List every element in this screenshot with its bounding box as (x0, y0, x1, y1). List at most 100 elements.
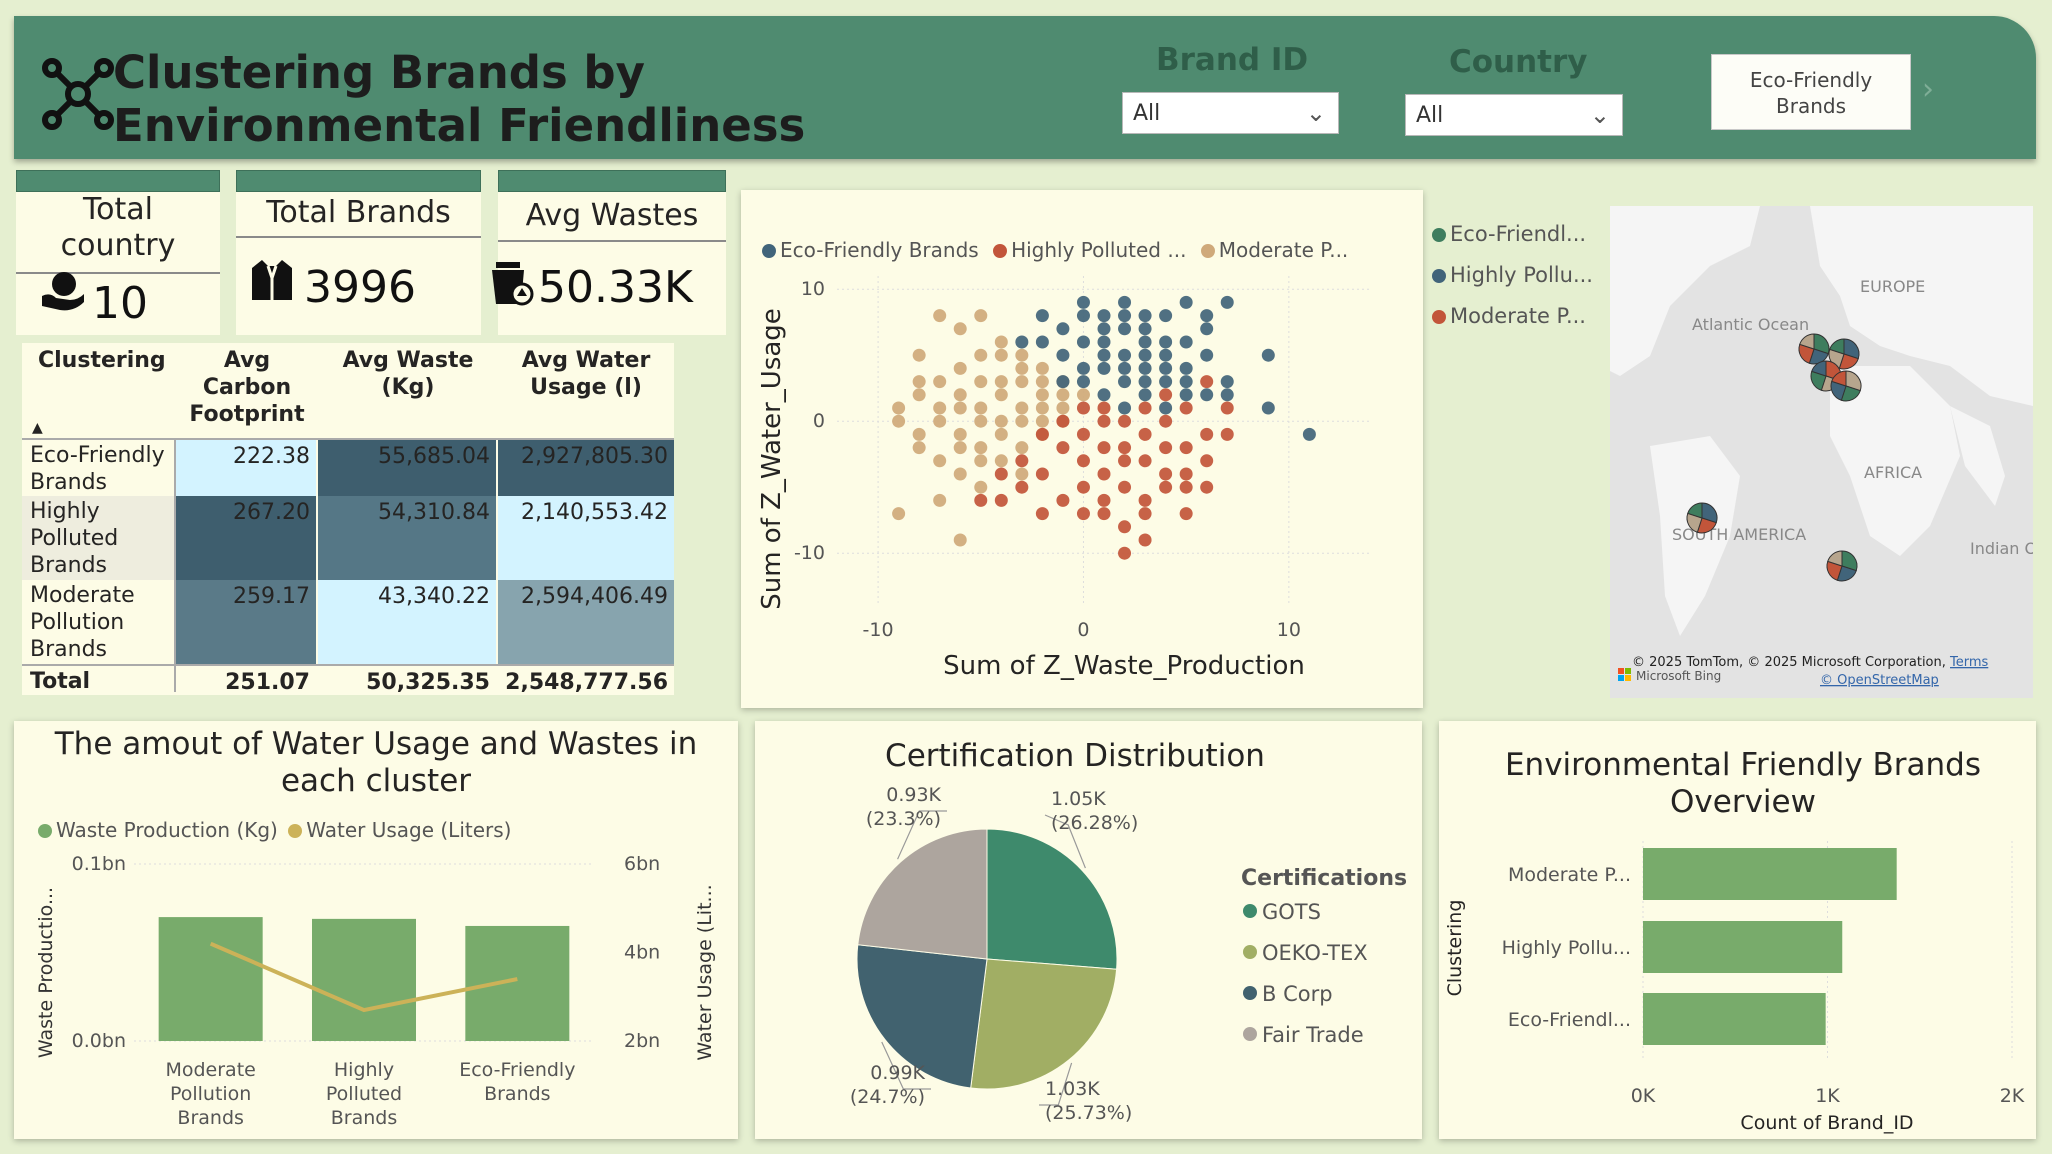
map-legend-item[interactable]: Highly Pollu... (1432, 255, 1593, 296)
scatter-point (1179, 388, 1193, 402)
map-legend-item[interactable]: Moderate P... (1432, 296, 1593, 337)
legend-item-waste[interactable]: Waste Production (Kg) (38, 818, 278, 842)
scatter-point (892, 414, 906, 428)
legend-label: Highly Pollu... (1450, 263, 1593, 287)
map-pie-slice (1813, 333, 1830, 355)
scatter-point (1015, 335, 1029, 349)
scatter-point (1179, 361, 1193, 375)
bar (1643, 848, 1897, 900)
matrix-cell[interactable]: 222.38 (176, 440, 316, 496)
x-axis-title: Count of Brand_ID (1740, 1112, 1913, 1134)
scatter-point (1056, 348, 1070, 362)
matrix-row-label[interactable]: Moderate Pollution Brands (30, 583, 135, 662)
legend-item-high[interactable]: Highly Polluted ... (993, 238, 1186, 262)
pie-leader-line (1039, 1062, 1073, 1106)
scatter-point (953, 388, 967, 402)
y-right-tick-label: 2bn (624, 1030, 660, 1052)
scatter-point (1035, 375, 1049, 389)
scatter-point (953, 441, 967, 455)
scatter-point (1056, 441, 1070, 455)
scatter-point (1261, 348, 1275, 362)
brand-filter-label: Brand ID (1156, 42, 1309, 78)
scatter-point (1138, 507, 1152, 521)
matrix-cell[interactable]: 259.17 (176, 580, 316, 664)
scatter-point (994, 454, 1008, 468)
matrix-header-waste[interactable]: Avg Waste (Kg) (342, 348, 474, 400)
matrix-row-label[interactable]: Highly Polluted Brands (30, 499, 119, 578)
scatter-point (1097, 335, 1111, 349)
scatter-point (1118, 441, 1132, 455)
eco-friendly-brands-button[interactable]: Eco-Friendly Brands (1711, 54, 1911, 130)
scatter-point (974, 375, 988, 389)
legend-item-eco[interactable]: Eco-Friendly Brands (762, 238, 979, 262)
x-tick-label: -10 (863, 619, 894, 641)
legend-item-moderate[interactable]: Moderate P... (1200, 238, 1348, 262)
pie-data-label-pct: (23.3%) (866, 808, 941, 830)
scatter-point (1076, 427, 1090, 441)
scatter-point (1015, 401, 1029, 415)
world-map[interactable]: EUROPE Atlantic Ocean AFRICA SOUTH AMERI… (1610, 206, 2033, 698)
pie-slice (857, 828, 988, 960)
combo-title-line2: each cluster (280, 763, 472, 799)
map-pie-slice (1701, 502, 1718, 524)
eco-button-line1: Eco-Friendly (1749, 68, 1873, 92)
scatter-point (1179, 335, 1193, 349)
matrix-total-label: Total (30, 669, 91, 694)
scatter-point (953, 361, 967, 375)
matrix-cell[interactable]: 2,927,805.30 (498, 440, 674, 496)
scatter-point (1200, 388, 1214, 402)
combo-chart[interactable]: 0.1bn 0.0bn 6bn 4bn 2bn Waste Productio... Wat… (14, 721, 738, 1139)
map-legend-item[interactable]: Eco-Friendl... (1432, 214, 1593, 255)
scatter-point (933, 454, 947, 468)
matrix-cell[interactable]: 267.20 (176, 496, 316, 580)
scatter-point (1138, 335, 1152, 349)
bar (158, 917, 263, 1041)
matrix-header-water[interactable]: Avg Water Usage (l) (521, 348, 651, 400)
legend-label: Eco-Friendly Brands (780, 238, 979, 262)
matrix-cell[interactable]: 43,340.22 (318, 580, 496, 664)
map-pie-marker[interactable] (1826, 550, 1858, 582)
scatter-point (1118, 309, 1132, 323)
scatter-point (1035, 427, 1049, 441)
matrix-row-label[interactable]: Eco-Friendly Brands (30, 443, 165, 495)
map-osm-link[interactable]: © OpenStreetMap (1820, 673, 1939, 688)
matrix-header-clustering[interactable]: Clustering (38, 348, 166, 373)
legend-item-water[interactable]: Water Usage (Liters) (288, 818, 511, 842)
scatter-chart[interactable]: 10 0 -10 -10 0 10 Sum of Z_Waste_Production Sum… (741, 190, 1423, 708)
legend-label: Water Usage (Liters) (306, 818, 512, 842)
scatter-point (933, 401, 947, 415)
map-pie-marker[interactable] (1686, 502, 1718, 534)
country-filter-dropdown[interactable]: All ⌄ (1405, 94, 1623, 136)
matrix-cell[interactable]: 55,685.04 (318, 440, 496, 496)
matrix-cell[interactable]: 2,140,553.42 (498, 496, 674, 580)
scatter-point (1200, 454, 1214, 468)
scatter-point (1159, 388, 1173, 402)
matrix-header-carbon[interactable]: Avg Carbon Footprint (189, 348, 305, 427)
scatter-point (1138, 533, 1152, 547)
scatter-point (1159, 467, 1173, 481)
scatter-point (1035, 335, 1049, 349)
x-tick-label: Brands (484, 1083, 551, 1105)
pie-data-label: 0.93K (886, 784, 941, 806)
header-bar (14, 16, 2036, 159)
matrix-cell[interactable]: 2,594,406.49 (498, 580, 674, 664)
map-pie-marker[interactable] (1830, 370, 1862, 402)
pie-chart[interactable]: Certification Distribution 1.05K(26.28%) 1… (755, 721, 1422, 1139)
scatter-point (1261, 401, 1275, 415)
brand-filter-dropdown[interactable]: All ⌄ (1122, 92, 1339, 134)
scatter-point (1179, 401, 1193, 415)
scatter-point (1159, 309, 1173, 323)
scatter-point (1118, 546, 1132, 560)
map-pie-marker[interactable] (1798, 333, 1830, 365)
scatter-point (953, 322, 967, 336)
sort-ascending-icon[interactable]: ▲ (32, 420, 43, 436)
map-pie-slice (1843, 338, 1860, 360)
scatter-point (1015, 361, 1029, 375)
scatter-point (1118, 401, 1132, 415)
chevron-right-icon[interactable]: › (1922, 72, 1934, 107)
scatter-point (1138, 322, 1152, 336)
matrix-cell[interactable]: 54,310.84 (318, 496, 496, 580)
y-left-tick-label: 0.0bn (72, 1030, 126, 1052)
map-terms-link[interactable]: Terms (1949, 655, 1989, 670)
